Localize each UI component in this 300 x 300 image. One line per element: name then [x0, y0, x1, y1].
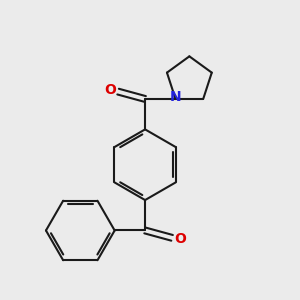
- Text: O: O: [175, 232, 186, 246]
- Text: N: N: [170, 91, 181, 104]
- Text: O: O: [104, 83, 116, 97]
